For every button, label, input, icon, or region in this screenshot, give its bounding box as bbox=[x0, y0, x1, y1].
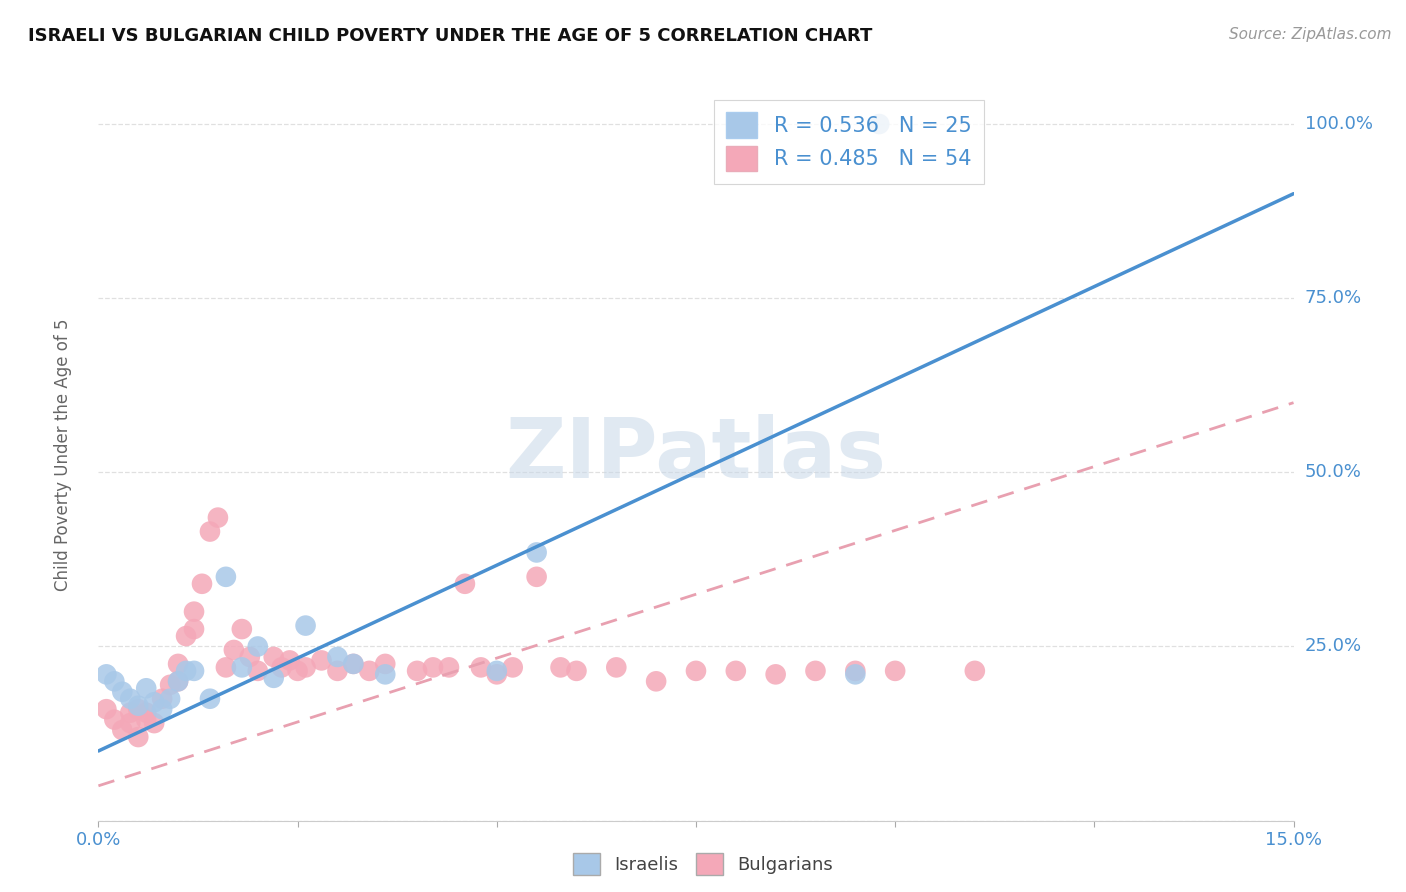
Point bbox=[111, 723, 134, 737]
Point bbox=[103, 674, 125, 689]
Point bbox=[143, 716, 166, 731]
Point bbox=[127, 698, 149, 713]
Legend: R = 0.536   N = 25, R = 0.485   N = 54: R = 0.536 N = 25, R = 0.485 N = 54 bbox=[714, 100, 984, 184]
Point bbox=[120, 706, 142, 720]
Point bbox=[359, 664, 381, 678]
Text: Source: ZipAtlas.com: Source: ZipAtlas.com bbox=[1229, 27, 1392, 42]
Text: 100.0%: 100.0% bbox=[1305, 115, 1372, 133]
Point bbox=[526, 545, 548, 559]
Point bbox=[342, 657, 364, 671]
Point bbox=[724, 664, 747, 678]
Point bbox=[135, 681, 157, 696]
Point bbox=[565, 664, 588, 678]
Point bbox=[183, 622, 205, 636]
Point bbox=[159, 691, 181, 706]
Point bbox=[550, 660, 572, 674]
Point bbox=[239, 649, 262, 664]
Point bbox=[685, 664, 707, 678]
Point bbox=[198, 691, 221, 706]
Point bbox=[645, 674, 668, 689]
Point bbox=[143, 695, 166, 709]
Legend: Israelis, Bulgarians: Israelis, Bulgarians bbox=[565, 846, 841, 882]
Point bbox=[159, 678, 181, 692]
Text: ISRAELI VS BULGARIAN CHILD POVERTY UNDER THE AGE OF 5 CORRELATION CHART: ISRAELI VS BULGARIAN CHILD POVERTY UNDER… bbox=[28, 27, 873, 45]
Point bbox=[111, 685, 134, 699]
Point bbox=[135, 713, 157, 727]
Point bbox=[198, 524, 221, 539]
Point bbox=[804, 664, 827, 678]
Point bbox=[174, 629, 197, 643]
Point bbox=[884, 664, 907, 678]
Point bbox=[342, 657, 364, 671]
Point bbox=[437, 660, 460, 674]
Point bbox=[263, 671, 285, 685]
Point bbox=[167, 657, 190, 671]
Point bbox=[454, 576, 477, 591]
Point bbox=[167, 674, 190, 689]
Text: ZIPatlas: ZIPatlas bbox=[506, 415, 886, 495]
Point bbox=[374, 657, 396, 671]
Point bbox=[150, 691, 173, 706]
Point bbox=[127, 702, 149, 716]
Point bbox=[263, 649, 285, 664]
Point bbox=[127, 730, 149, 744]
Point bbox=[485, 667, 508, 681]
Text: 50.0%: 50.0% bbox=[1305, 463, 1361, 482]
Point bbox=[215, 570, 238, 584]
Point bbox=[231, 622, 253, 636]
Point bbox=[765, 667, 787, 681]
Point bbox=[326, 649, 349, 664]
Point bbox=[963, 664, 986, 678]
Point bbox=[374, 667, 396, 681]
Point bbox=[183, 605, 205, 619]
Text: 25.0%: 25.0% bbox=[1305, 638, 1362, 656]
Point bbox=[96, 702, 118, 716]
Point bbox=[103, 713, 125, 727]
Point bbox=[311, 653, 333, 667]
Point bbox=[605, 660, 627, 674]
Point bbox=[246, 664, 269, 678]
Point bbox=[207, 510, 229, 524]
Point bbox=[844, 664, 866, 678]
Point bbox=[278, 653, 301, 667]
Point bbox=[287, 664, 309, 678]
Point bbox=[120, 716, 142, 731]
Point bbox=[167, 674, 190, 689]
Point bbox=[868, 117, 890, 131]
Point bbox=[222, 643, 245, 657]
Point bbox=[422, 660, 444, 674]
Point bbox=[135, 706, 157, 720]
Y-axis label: Child Poverty Under the Age of 5: Child Poverty Under the Age of 5 bbox=[53, 318, 72, 591]
Text: 75.0%: 75.0% bbox=[1305, 289, 1362, 307]
Point bbox=[96, 667, 118, 681]
Point bbox=[326, 664, 349, 678]
Point bbox=[406, 664, 429, 678]
Point bbox=[174, 664, 197, 678]
Point bbox=[844, 667, 866, 681]
Point bbox=[470, 660, 492, 674]
Point bbox=[215, 660, 238, 674]
Point bbox=[294, 618, 316, 632]
Point bbox=[485, 664, 508, 678]
Point bbox=[191, 576, 214, 591]
Point bbox=[231, 660, 253, 674]
Point bbox=[270, 660, 292, 674]
Point bbox=[150, 702, 173, 716]
Point bbox=[502, 660, 524, 674]
Point bbox=[526, 570, 548, 584]
Point bbox=[246, 640, 269, 654]
Point bbox=[120, 691, 142, 706]
Point bbox=[183, 664, 205, 678]
Point bbox=[294, 660, 316, 674]
